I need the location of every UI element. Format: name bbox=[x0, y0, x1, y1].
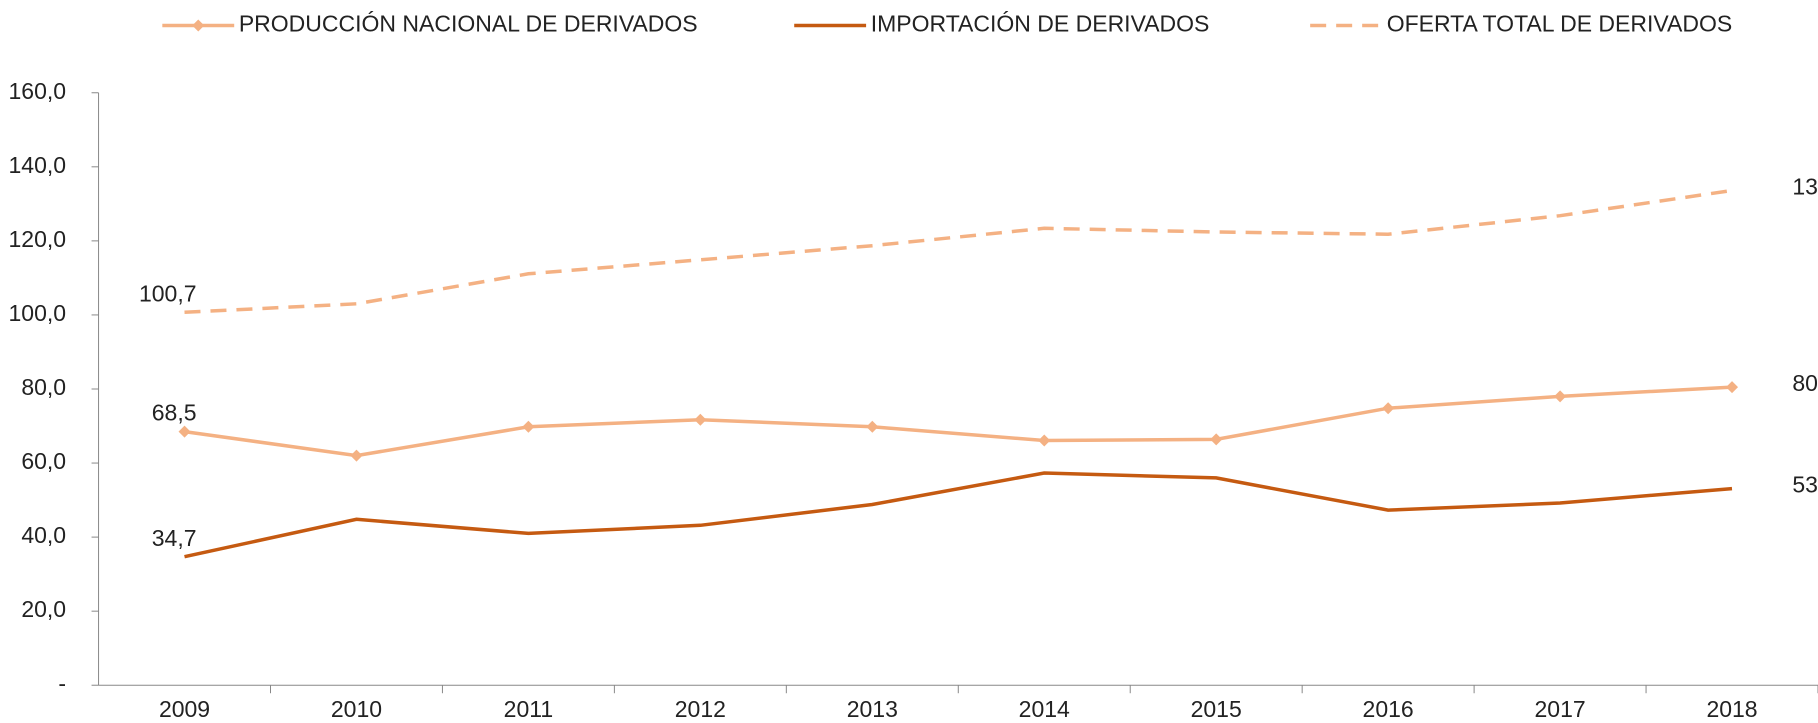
point-marker bbox=[1382, 402, 1395, 415]
y-tick-label: 20,0 bbox=[21, 596, 66, 622]
x-tick-label: 2009 bbox=[159, 696, 210, 722]
x-tick-label: 2013 bbox=[847, 696, 898, 722]
y-tick-label: 100,0 bbox=[9, 300, 67, 326]
y-tick-label: 140,0 bbox=[9, 152, 67, 178]
legend-marker bbox=[192, 19, 205, 32]
x-tick-label: 2016 bbox=[1363, 696, 1414, 722]
point-marker bbox=[694, 413, 707, 426]
data-label: 133,6 bbox=[1792, 174, 1818, 200]
point-marker bbox=[1038, 434, 1051, 447]
point-marker bbox=[1554, 390, 1567, 403]
x-tick-label: 2012 bbox=[675, 696, 726, 722]
data-label: 68,5 bbox=[152, 400, 197, 426]
legend-label: IMPORTACIÓN DE DERIVADOS bbox=[871, 11, 1210, 37]
point-marker bbox=[1726, 381, 1739, 394]
series-line bbox=[184, 188, 1733, 315]
x-tick-label: 2014 bbox=[1019, 696, 1070, 722]
data-label: 80,5 bbox=[1792, 370, 1818, 396]
x-tick-label: 2011 bbox=[504, 696, 553, 722]
y-tick-label: 160,0 bbox=[9, 78, 67, 104]
legend-label: PRODUCCIÓN NACIONAL DE DERIVADOS bbox=[239, 11, 698, 37]
y-tick-label: 120,0 bbox=[9, 226, 67, 252]
x-tick-label: 2018 bbox=[1706, 696, 1757, 722]
point-marker bbox=[1210, 433, 1223, 446]
x-tick-label: 2010 bbox=[331, 696, 382, 722]
y-tick-label: - bbox=[58, 670, 66, 696]
x-tick-label: 2015 bbox=[1191, 696, 1242, 722]
data-label: 34,7 bbox=[152, 525, 197, 551]
x-tick-label: 2017 bbox=[1534, 696, 1585, 722]
series-line bbox=[184, 471, 1733, 559]
point-marker bbox=[866, 420, 879, 433]
y-tick-label: 80,0 bbox=[21, 374, 66, 400]
y-tick-label: 40,0 bbox=[21, 522, 66, 548]
data-label: 53,1 bbox=[1792, 472, 1818, 498]
point-marker bbox=[350, 449, 363, 462]
legend-label: OFERTA TOTAL DE DERIVADOS bbox=[1387, 11, 1733, 37]
series-line bbox=[184, 385, 1733, 458]
y-tick-label: 60,0 bbox=[21, 448, 66, 474]
data-label: 100,7 bbox=[139, 280, 197, 306]
point-marker bbox=[178, 425, 191, 438]
point-marker bbox=[522, 420, 535, 433]
